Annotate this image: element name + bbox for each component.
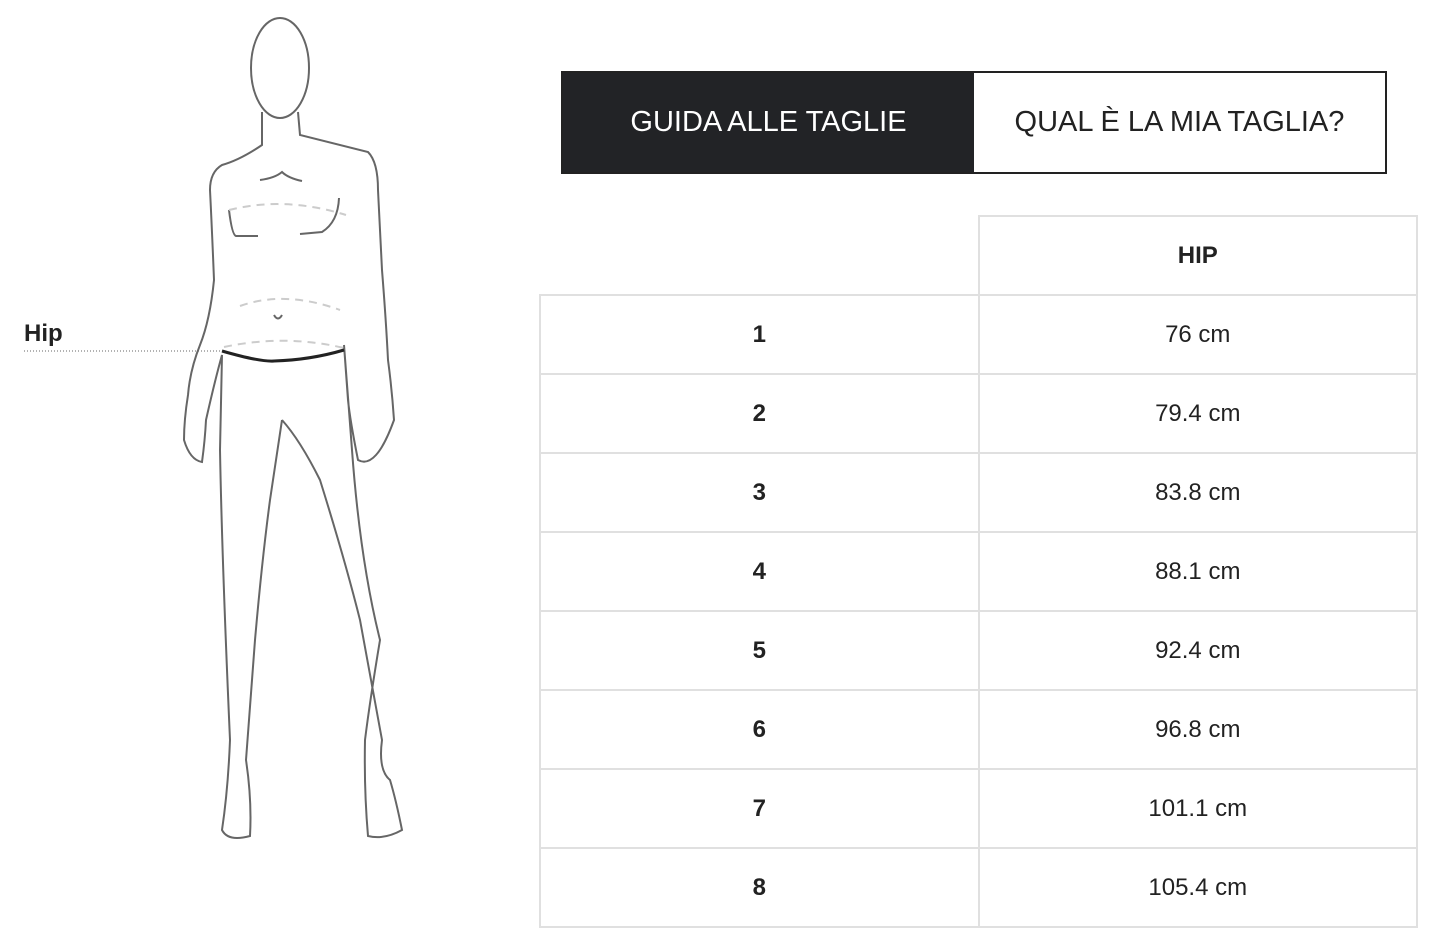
table-row: 4 88.1 cm: [539, 531, 1418, 612]
table-row: 3 83.8 cm: [539, 452, 1418, 533]
size-cell: 5: [539, 610, 980, 691]
size-tabs: GUIDA ALLE TAGLIE QUAL È LA MIA TAGLIA?: [561, 71, 1387, 174]
hip-measure-label: Hip: [24, 320, 63, 347]
hip-cell: 101.1 cm: [977, 768, 1418, 849]
size-cell: 1: [539, 294, 980, 375]
table-header-row: HIP: [540, 215, 1418, 296]
size-cell: 4: [539, 531, 980, 612]
table-row: 2 79.4 cm: [539, 373, 1418, 454]
hip-cell: 105.4 cm: [977, 847, 1418, 928]
table-row: 1 76 cm: [539, 294, 1418, 375]
hip-cell: 96.8 cm: [977, 689, 1418, 770]
table-row: 7 101.1 cm: [539, 768, 1418, 849]
header-size: [540, 216, 979, 296]
mannequin-figure: Hip: [0, 0, 540, 934]
table-row: 5 92.4 cm: [539, 610, 1418, 691]
size-cell: 3: [539, 452, 980, 533]
hip-cell: 79.4 cm: [977, 373, 1418, 454]
table-row: 6 96.8 cm: [539, 689, 1418, 770]
tab-size-guide[interactable]: GUIDA ALLE TAGLIE: [563, 73, 974, 172]
table-row: 8 105.4 cm: [539, 847, 1418, 928]
hip-cell: 83.8 cm: [977, 452, 1418, 533]
tab-what-is-my-size[interactable]: QUAL È LA MIA TAGLIA?: [974, 73, 1385, 172]
size-cell: 2: [539, 373, 980, 454]
header-hip: HIP: [977, 215, 1418, 296]
size-table: HIP 1 76 cm 2 79.4 cm 3 83.8 cm 4 88.1 cm 5 92.4 …: [539, 215, 1418, 928]
hip-cell: 76 cm: [977, 294, 1418, 375]
mannequin-illustration: [24, 17, 404, 839]
hip-cell: 88.1 cm: [977, 531, 1418, 612]
size-cell: 8: [539, 847, 980, 928]
hip-cell: 92.4 cm: [977, 610, 1418, 691]
size-cell: 7: [539, 768, 980, 849]
size-cell: 6: [539, 689, 980, 770]
